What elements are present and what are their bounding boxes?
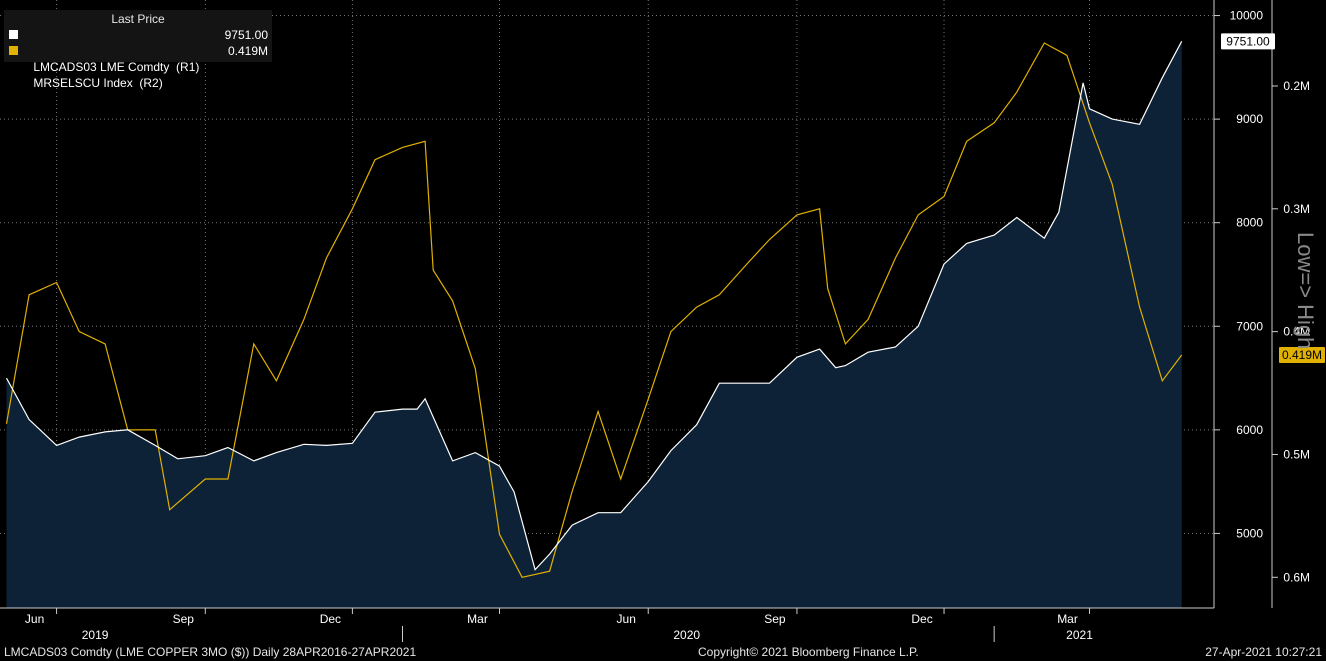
x-year-label: 2021 [1066,628,1093,642]
footer-ticker: LMCADS03 Comdty (LME COPPER 3MO ($)) Dai… [4,645,417,659]
x-month-label: Dec [911,612,932,626]
legend: Last Price LMCADS03 LME Comdty (R1) 9751… [4,10,272,90]
x-year-label: 2020 [673,628,700,642]
axes: 5000 6000 7000 8000 9000 10000 0.2M 0.3M 0.4M 0.5… [0,0,1325,642]
x-year-label: 2019 [82,628,109,642]
area-layer [6,41,1182,609]
x-month-label: Dec [320,612,341,626]
x-month-label: Mar [1057,612,1078,626]
r1-last-tag [1221,33,1275,50]
legend-header: Last Price [111,12,165,26]
r2-tick-label: 0.2M [1283,79,1310,93]
footer-copyright: Copyright© 2021 Bloomberg Finance L.P. [698,645,919,659]
r1-tick-label: 10000 [1230,9,1264,23]
r2-last-tag [1279,346,1325,363]
r1-tick-label: 5000 [1236,526,1263,540]
r2-last-label: 0.419M [1282,348,1322,362]
legend-swatch-copper [9,30,18,39]
x-month-label: Sep [173,612,195,626]
r2-tick-label: 0.4M [1283,325,1310,339]
legend-row-index: MRSELSCU Index (R2) 0.419M [4,43,272,90]
r2-tick-label: 0.5M [1283,447,1310,461]
footer-timestamp: 27-Apr-2021 10:27:21 [1205,645,1322,659]
r1-tick-label: 9000 [1236,112,1263,126]
legend-swatch-index [9,46,18,55]
legend-value-copper: 9751.00 [224,28,268,42]
x-month-label: Jun [25,612,44,626]
r2-tick-label: 0.6M [1283,570,1310,584]
x-month-label: Jun [617,612,636,626]
copper-line [5,41,1183,571]
legend-value-index: 0.419M [227,44,268,58]
r1-tick-label: 6000 [1236,423,1263,437]
legend-row-copper: LMCADS03 LME Comdty (R1) 9751.00 [4,27,272,74]
x-month-label: Sep [764,612,786,626]
r2-tick-label: 0.3M [1283,202,1310,216]
copper-area [6,41,1182,609]
r1-last-label: 9751.00 [1226,34,1270,48]
index-line [5,42,1183,578]
side-label: Low=> High [1293,232,1318,349]
x-month-label: Mar [467,612,488,626]
line-layer [5,41,1183,578]
r1-tick-label: 7000 [1236,319,1263,333]
footer: LMCADS03 Comdty (LME COPPER 3MO ($)) Dai… [0,645,1326,661]
legend-label-index: MRSELSCU Index (R2) [33,76,163,90]
legend-label-copper: LMCADS03 LME Comdty (R1) [33,60,200,74]
r1-tick-label: 8000 [1236,216,1263,230]
